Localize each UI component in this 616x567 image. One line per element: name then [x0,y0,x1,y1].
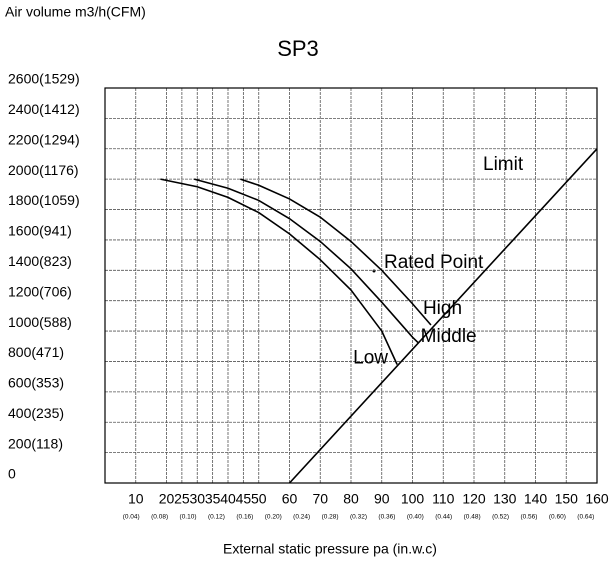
x-sub-label: (0.44) [435,514,452,521]
chart-title: SP3 [277,36,319,61]
y-axis-label: Air volume m3/h(CFM) [5,4,146,20]
series-line [240,178,432,326]
x-sub-label: (0.08) [151,514,168,521]
x-sub-label: (0.10) [180,514,197,521]
series-label: Low [353,348,388,369]
x-tick-label: 90 [374,491,390,507]
y-tick-label: 2200(1294) [8,131,80,147]
x-tick-label: 130 [493,491,517,507]
x-sub-label: (0.36) [378,514,395,521]
x-tick-label: 10 [128,491,144,507]
x-tick-label: 60 [282,491,298,507]
y-tick-label: 2400(1412) [8,101,80,117]
x-sub-label: (0.12) [208,514,225,521]
x-tick-label: 100 [401,491,425,507]
x-tick-label: 45 [236,491,252,507]
x-tick-label: 20 [159,491,175,507]
series-line [288,148,597,483]
x-tick-label: 160 [585,491,609,507]
y-tick-label: 0 [8,466,16,482]
series-label: Middle [421,326,477,347]
x-sub-label: (0.60) [549,514,566,521]
series-label: Limit [483,154,524,175]
x-tick-label: 110 [432,491,455,507]
x-sub-label: (0.48) [464,514,481,521]
series-label: High [423,298,462,319]
series-line [160,178,398,365]
x-tick-label: 40 [220,491,236,507]
y-tick-label: 1600(941) [8,223,72,239]
y-tick-label: 800(471) [8,344,64,360]
y-tick-label: 1400(823) [8,253,72,269]
x-sub-label: (0.52) [492,514,509,521]
x-tick-label: 80 [343,491,359,507]
x-sub-label: (0.28) [322,514,339,521]
x-tick-label: 120 [462,491,486,507]
x-tick-label: 35 [205,491,221,507]
y-tick-label: 400(235) [8,405,64,421]
x-tick-label: 70 [312,491,328,507]
x-sub-label: (0.16) [236,514,253,521]
plot-frame [104,87,598,484]
y-tick-label: 2600(1529) [8,71,80,87]
x-sub-label: (0.24) [293,514,310,521]
y-tick-label: 600(353) [8,375,64,391]
x-sub-label: (0.64) [577,514,594,521]
x-sub-label: (0.32) [350,514,367,521]
x-tick-label: 140 [524,491,548,507]
x-tick-label: 30 [189,491,205,507]
x-sub-label: (0.40) [407,514,424,521]
y-tick-label: 1000(588) [8,314,72,330]
x-axis-label: External static pressure pa (in.w.c) [223,541,437,557]
y-tick-label: 1800(1059) [8,192,80,208]
x-tick-label: 150 [555,491,579,507]
x-tick-label: 25 [174,491,190,507]
x-sub-label: (0.56) [520,514,537,521]
y-tick-label: 1200(706) [8,283,72,299]
x-sub-label: (0.04) [123,514,140,521]
y-tick-label: 2000(1176) [8,162,79,178]
series-line [193,178,420,344]
annotation: Rated Point [384,252,484,273]
y-tick-label: 200(118) [8,435,63,451]
x-tick-label: 50 [251,491,267,507]
x-sub-label: (0.20) [265,514,282,521]
